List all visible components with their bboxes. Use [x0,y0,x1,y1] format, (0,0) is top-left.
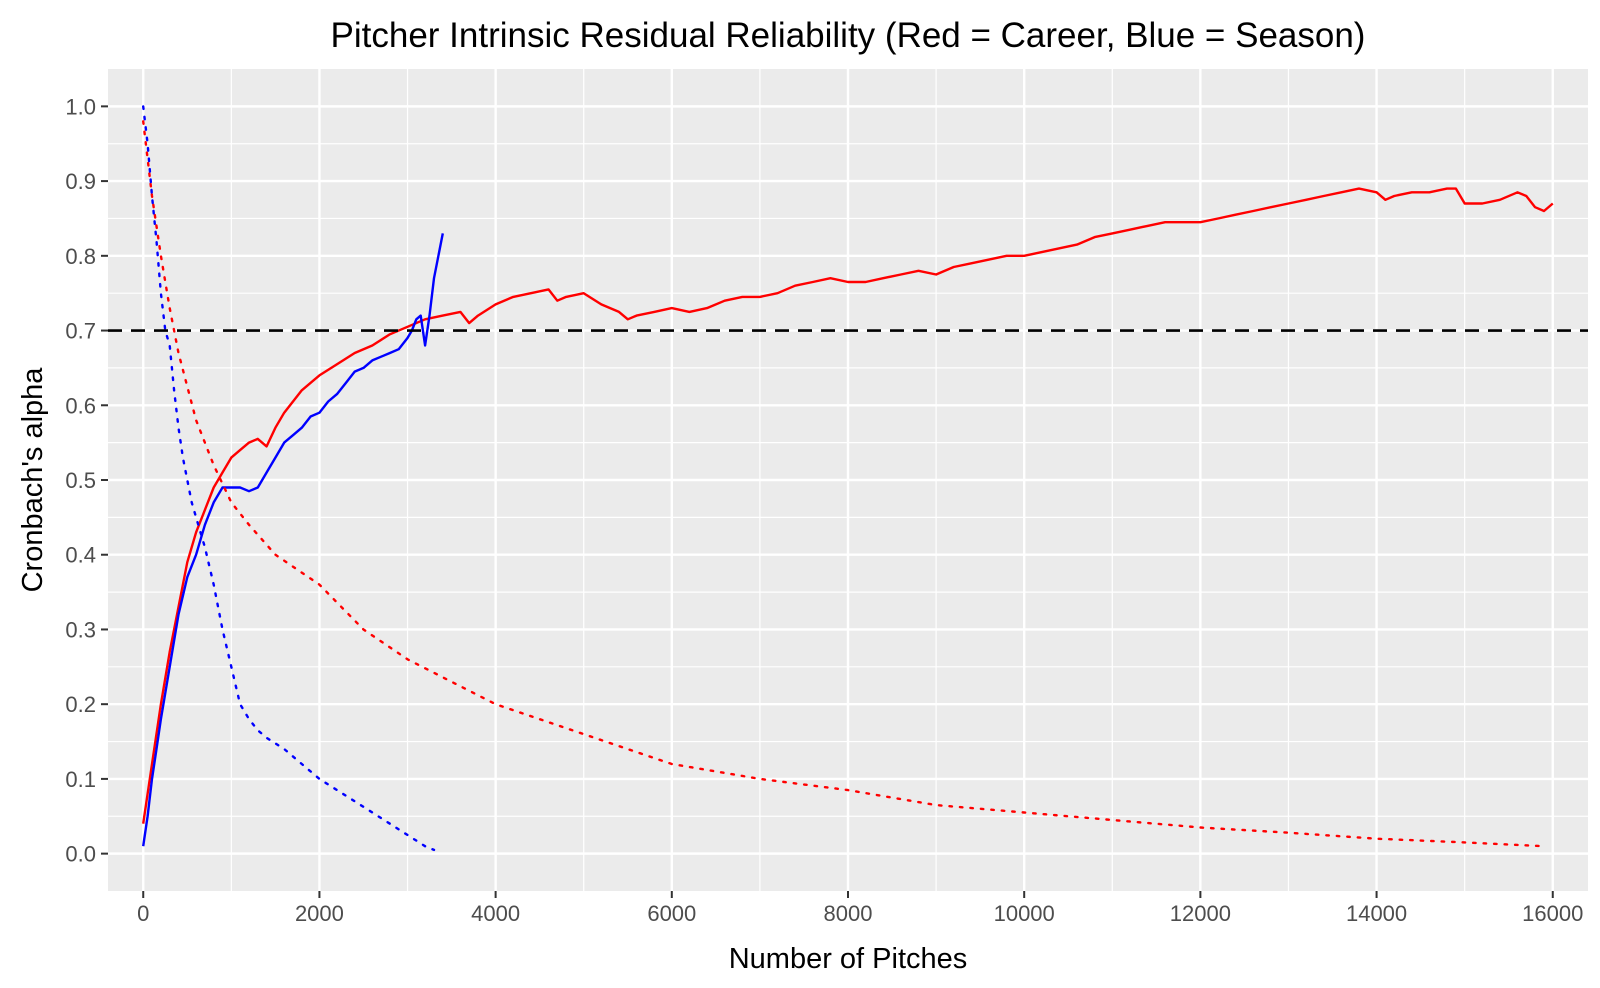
x-tick-label: 12000 [1170,901,1231,926]
x-tick-label: 16000 [1522,901,1583,926]
blue-solid-series-line [142,233,444,847]
x-tick-label: 0 [137,901,149,926]
red-solid-series-line [142,187,1554,824]
series-layer [141,105,1554,852]
y-tick-label: 0.3 [65,617,96,642]
y-tick-label: 1.0 [65,94,96,119]
y-tick-label: 0.8 [65,244,96,269]
y-tick-label: 0.1 [65,767,96,792]
x-tick-label: 4000 [471,901,520,926]
x-axis-title: Number of Pitches [729,943,968,975]
y-tick-label: 0.5 [65,468,96,493]
blue-dotted-series-line [141,105,436,852]
y-tick-label: 0.2 [65,692,96,717]
y-tick-label: 0.6 [65,393,96,418]
y-tick-label: 0.4 [65,543,96,568]
axis-ticks: 0 2000 4000 6000 8000 10000 12000 14000 16000 0.0… [65,94,1583,926]
y-tick-label: 0.7 [65,319,96,344]
y-tick-label: 0.9 [65,169,96,194]
x-tick-label: 2000 [295,901,344,926]
x-tick-label: 6000 [647,901,696,926]
y-tick-label: 0.0 [65,842,96,867]
major-gridlines [108,69,1588,891]
red-dotted-series-line [141,120,1546,848]
y-axis-title: Cronbach's alpha [17,367,49,593]
x-tick-label: 14000 [1346,901,1407,926]
x-tick-label: 8000 [824,901,873,926]
x-tick-label: 10000 [994,901,1055,926]
chart-title: Pitcher Intrinsic Residual Reliability (… [331,16,1366,55]
